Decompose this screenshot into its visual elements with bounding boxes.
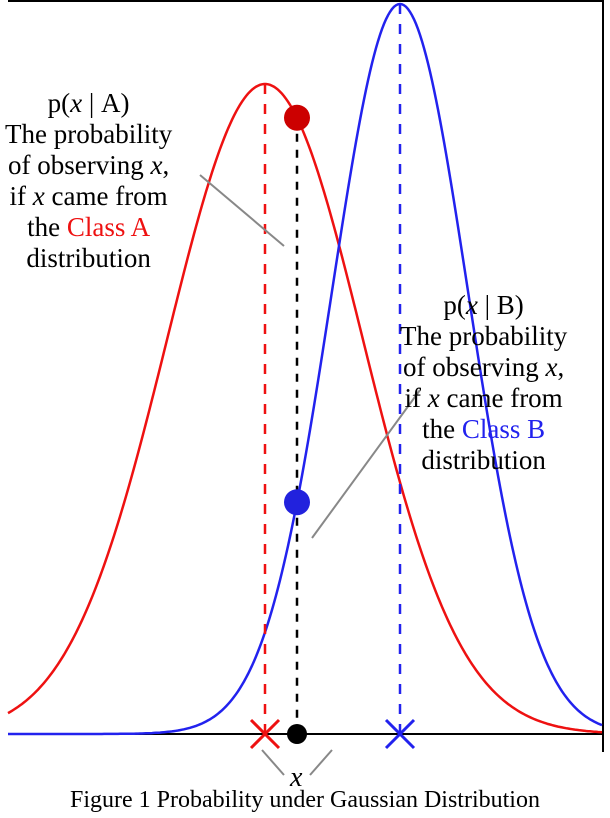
x-tick-right (310, 750, 332, 775)
ann-b-l3: of observing x, (400, 352, 567, 383)
ann-a-l6: distribution (5, 243, 172, 274)
point-a (284, 105, 310, 131)
annotation-class-a: p(x | A) The probability of observing x,… (5, 88, 172, 274)
ann-b-l6: distribution (400, 445, 567, 476)
x-tick-left (262, 750, 284, 775)
ann-a-l5: the Class A (5, 212, 172, 243)
leader-line-a (200, 175, 284, 246)
point-b (284, 489, 310, 515)
ann-a-l1: p(x | A) (5, 88, 172, 119)
ann-a-l2: The probability (5, 119, 172, 150)
ann-b-l1: p(x | B) (400, 290, 567, 321)
figure-caption: Figure 1 Probability under Gaussian Dist… (0, 787, 610, 814)
ann-b-l2: The probability (400, 321, 567, 352)
ann-b-l5: the Class B (400, 414, 567, 445)
point-x (287, 724, 307, 744)
ann-a-l4: if x came from (5, 181, 172, 212)
annotation-class-b: p(x | B) The probability of observing x,… (400, 290, 567, 476)
ann-b-l4: if x came from (400, 383, 567, 414)
ann-a-l3: of observing x, (5, 150, 172, 181)
figure-container: p(x | A) The probability of observing x,… (0, 0, 610, 818)
